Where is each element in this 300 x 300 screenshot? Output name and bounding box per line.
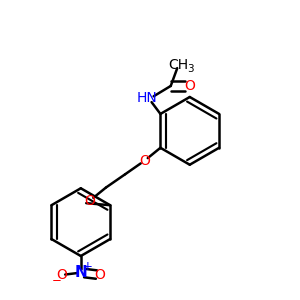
Text: CH: CH <box>168 58 188 72</box>
Text: +: + <box>82 260 92 273</box>
Text: O: O <box>56 268 67 281</box>
Text: N: N <box>74 265 87 280</box>
Text: O: O <box>84 194 95 208</box>
Text: O: O <box>184 79 195 93</box>
Text: −: − <box>51 274 61 287</box>
Text: HN: HN <box>137 91 158 105</box>
Text: 3: 3 <box>187 64 194 74</box>
Text: O: O <box>94 268 105 281</box>
Text: O: O <box>139 154 150 168</box>
